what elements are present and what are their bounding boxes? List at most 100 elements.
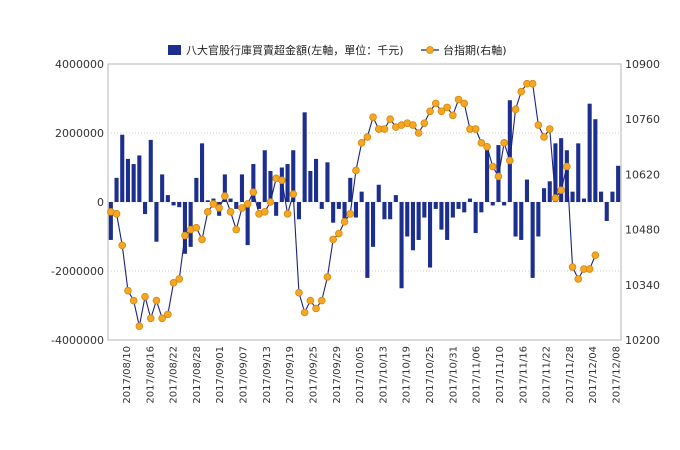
left-axis-tick-label: -2000000 <box>51 265 104 278</box>
bar <box>234 202 239 209</box>
x-axis-tick-label: 2017/10/25 <box>425 346 436 404</box>
bar <box>325 162 330 202</box>
bar <box>165 195 170 202</box>
bar <box>296 202 301 220</box>
bar <box>302 112 307 202</box>
index-point <box>209 200 218 208</box>
index-point <box>346 210 355 218</box>
index-point <box>232 225 241 234</box>
x-axis-tick-label: 2017/11/28 <box>565 346 576 404</box>
bar <box>416 202 421 240</box>
index-point <box>158 314 166 323</box>
bar <box>547 181 552 202</box>
index-point <box>585 265 594 273</box>
bar <box>359 191 364 202</box>
index-point <box>426 107 434 116</box>
x-axis-tick-label: 2017/10/19 <box>402 346 413 404</box>
bar <box>553 143 558 202</box>
bar <box>542 188 547 202</box>
x-axis-tick-label: 2017/12/04 <box>588 346 599 404</box>
bar <box>399 202 404 289</box>
bar <box>467 198 472 202</box>
index-point <box>437 107 446 116</box>
right-axis-tick-label: 10900 <box>625 58 660 71</box>
index-point <box>431 99 440 108</box>
bar <box>593 119 598 202</box>
index-point <box>266 198 275 206</box>
index-point <box>488 162 497 171</box>
index-point <box>283 210 292 218</box>
bar <box>599 191 604 202</box>
bar <box>530 202 535 278</box>
bar <box>125 158 130 203</box>
index-point <box>135 322 144 331</box>
bar <box>524 179 529 202</box>
bar <box>285 164 290 202</box>
bar <box>365 202 370 278</box>
bar <box>331 202 336 223</box>
index-point <box>363 133 372 141</box>
index-point <box>340 217 349 226</box>
right-axis-tick-label: 10340 <box>625 279 660 292</box>
index-point <box>317 296 326 305</box>
bar <box>154 202 159 242</box>
bar <box>616 165 621 202</box>
index-point <box>574 275 583 283</box>
bar <box>239 174 244 202</box>
right-axis-tick-label: 10760 <box>625 113 660 126</box>
bar <box>513 202 518 237</box>
bar <box>336 202 341 209</box>
bar <box>160 174 165 202</box>
index-point <box>420 119 429 127</box>
x-axis-tick-label: 2017/09/13 <box>262 346 273 404</box>
bar <box>462 202 467 213</box>
bar <box>108 202 113 240</box>
x-axis-tick-label: 2017/09/25 <box>308 346 319 404</box>
index-point <box>249 188 258 196</box>
index-point <box>460 99 469 108</box>
index-point <box>471 125 480 133</box>
index-point <box>312 304 320 313</box>
index-point <box>369 113 377 122</box>
bar <box>581 198 586 202</box>
index-point <box>112 210 121 218</box>
bar <box>177 202 182 208</box>
index-point <box>146 314 155 323</box>
index-point <box>483 143 491 151</box>
index-point <box>306 296 315 305</box>
index-point <box>506 156 514 165</box>
index-point <box>295 288 303 297</box>
index-point <box>215 204 223 212</box>
index-point <box>454 95 463 104</box>
bar <box>536 202 541 237</box>
index-point <box>323 273 332 281</box>
index-point <box>169 279 178 287</box>
right-y-axis: 10900 10760 10620 10480 10340 10200 <box>625 58 660 347</box>
x-axis-tick-label: 2017/11/06 <box>472 346 483 404</box>
index-point <box>181 231 189 240</box>
bar <box>410 202 415 251</box>
index-point <box>221 192 229 200</box>
bar <box>473 202 478 234</box>
bar <box>274 202 279 216</box>
x-axis: 2017/08/10 2017/08/16 2017/08/22 2017/08/28… <box>122 346 623 404</box>
bar <box>342 202 347 220</box>
index-point <box>124 286 132 295</box>
left-axis-tick-label: 2000000 <box>55 127 104 140</box>
index-point <box>449 111 457 120</box>
index-point <box>517 87 526 96</box>
x-axis-tick-label: 2017/09/07 <box>239 346 250 404</box>
bar <box>376 184 381 202</box>
bar <box>291 150 296 202</box>
bar <box>587 103 592 202</box>
x-axis-tick-label: 2017/08/28 <box>192 346 203 404</box>
index-point <box>494 172 503 181</box>
index-point <box>175 275 184 283</box>
bar <box>610 191 615 202</box>
index-point <box>477 139 486 147</box>
legend: 八大官股行庫買賣超金額(左軸，單位：千元) 台指期(右軸) <box>168 43 507 57</box>
left-axis-tick-label: -4000000 <box>51 334 104 347</box>
bar <box>262 150 267 202</box>
bar <box>576 143 581 202</box>
right-axis-tick-label: 10620 <box>625 168 660 181</box>
